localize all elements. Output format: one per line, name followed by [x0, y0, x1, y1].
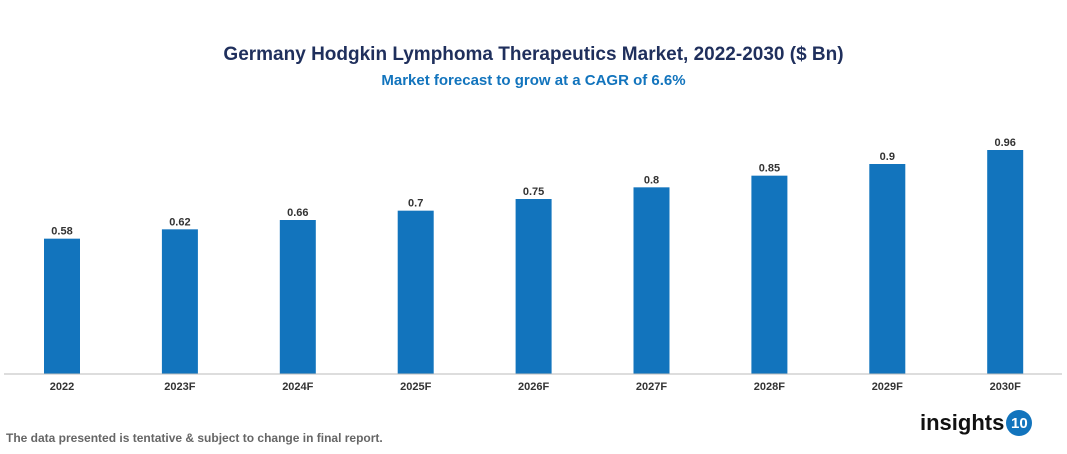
data-label: 0.96	[994, 137, 1015, 149]
bar	[751, 175, 788, 374]
data-label: 0.62	[169, 216, 190, 228]
x-tick-label: 2026F	[518, 381, 549, 393]
logo-text: insights	[920, 410, 1005, 435]
x-tick-label: 2030F	[990, 381, 1021, 393]
chart-title: Germany Hodgkin Lymphoma Therapeutics Ma…	[223, 44, 844, 65]
insights10-logo: insights 10	[920, 410, 1033, 436]
bar	[987, 150, 1024, 374]
bar	[515, 199, 552, 374]
data-label: 0.58	[51, 226, 72, 238]
x-tick-label: 2024F	[282, 381, 313, 393]
bar	[279, 220, 316, 374]
data-label: 0.9	[880, 151, 895, 163]
data-label: 0.85	[759, 163, 780, 175]
logo-number: 10	[1006, 410, 1033, 436]
bar	[44, 238, 80, 374]
bar-chart: 0.58 2022 0.62 2023F 0.66 2024F 0.7 2025F 0.75 20…	[4, 137, 1062, 393]
data-label: 0.7	[408, 198, 423, 210]
bar	[633, 187, 670, 374]
data-label: 0.75	[523, 186, 544, 198]
x-tick-label: 2022	[50, 381, 74, 393]
footnote: The data presented is tentative & subjec…	[6, 431, 383, 445]
bar	[397, 210, 434, 374]
x-tick-label: 2029F	[872, 381, 903, 393]
data-label: 0.8	[644, 174, 659, 186]
x-tick-label: 2028F	[754, 381, 785, 393]
x-tick-label: 2025F	[400, 381, 431, 393]
chart-subtitle: Market forecast to grow at a CAGR of 6.6…	[381, 72, 686, 89]
x-tick-label: 2023F	[164, 381, 195, 393]
x-tick-label: 2027F	[636, 381, 667, 393]
bar	[869, 164, 906, 374]
data-label: 0.66	[287, 207, 308, 219]
bar	[161, 229, 198, 374]
